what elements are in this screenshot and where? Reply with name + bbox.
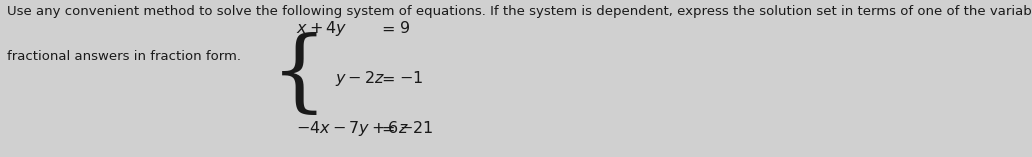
Text: $-1$: $-1$ bbox=[399, 70, 423, 87]
Text: $=$: $=$ bbox=[378, 20, 394, 37]
Text: {: { bbox=[270, 32, 327, 119]
Text: Use any convenient method to solve the following system of equations. If the sys: Use any convenient method to solve the f… bbox=[7, 5, 1032, 18]
Text: $-21$: $-21$ bbox=[399, 120, 433, 137]
Text: $9$: $9$ bbox=[399, 20, 410, 37]
Text: fractional answers in fraction form.: fractional answers in fraction form. bbox=[7, 50, 241, 63]
Text: $=$: $=$ bbox=[378, 120, 394, 137]
Text: $-4x - 7y + 6z$: $-4x - 7y + 6z$ bbox=[295, 119, 409, 138]
Text: $y - 2z$: $y - 2z$ bbox=[334, 69, 385, 88]
Text: $x + 4y$: $x + 4y$ bbox=[295, 19, 347, 38]
Text: $=$: $=$ bbox=[378, 70, 394, 87]
